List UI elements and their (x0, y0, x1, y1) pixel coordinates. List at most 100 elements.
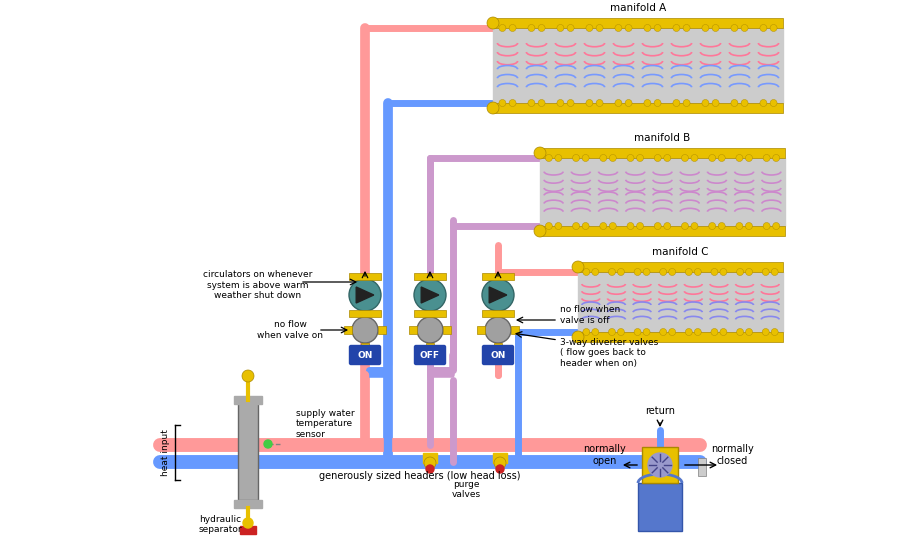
Circle shape (572, 155, 580, 162)
Circle shape (567, 100, 574, 107)
Circle shape (485, 317, 511, 343)
Circle shape (643, 328, 650, 336)
Circle shape (745, 155, 752, 162)
Circle shape (528, 25, 535, 31)
Circle shape (683, 100, 690, 107)
Circle shape (636, 155, 644, 162)
Circle shape (636, 223, 644, 229)
Circle shape (660, 268, 667, 276)
Circle shape (494, 457, 506, 469)
Circle shape (528, 100, 535, 107)
Circle shape (712, 25, 719, 31)
Circle shape (538, 25, 545, 31)
Circle shape (583, 268, 590, 276)
Circle shape (609, 223, 617, 229)
Circle shape (414, 279, 446, 311)
Circle shape (586, 25, 593, 31)
Bar (414, 310, 446, 317)
Bar (234, 440, 262, 448)
Circle shape (557, 100, 564, 107)
Circle shape (599, 155, 607, 162)
Circle shape (608, 268, 616, 276)
Bar (423, 453, 437, 463)
Polygon shape (421, 287, 439, 303)
Circle shape (708, 155, 716, 162)
Circle shape (557, 25, 564, 31)
Text: circulators on whenever
system is above warm
weather shut down: circulators on whenever system is above … (203, 270, 312, 300)
Circle shape (762, 328, 770, 336)
Circle shape (773, 223, 779, 229)
Circle shape (731, 25, 738, 31)
Polygon shape (356, 287, 374, 303)
Circle shape (352, 317, 378, 343)
Circle shape (582, 155, 590, 162)
Bar (540, 226, 785, 236)
Circle shape (596, 100, 603, 107)
Circle shape (545, 223, 553, 229)
Circle shape (773, 155, 779, 162)
Circle shape (242, 370, 254, 382)
Text: manifold A: manifold A (610, 3, 666, 13)
Circle shape (643, 268, 650, 276)
Circle shape (349, 279, 381, 311)
Circle shape (664, 155, 670, 162)
Circle shape (654, 223, 662, 229)
Circle shape (691, 223, 698, 229)
Circle shape (718, 223, 725, 229)
Bar (698, 458, 706, 476)
Circle shape (426, 465, 434, 473)
Bar (578, 332, 783, 342)
Circle shape (509, 25, 516, 31)
Text: return: return (645, 406, 675, 416)
Circle shape (608, 328, 616, 336)
Circle shape (685, 268, 692, 276)
Circle shape (691, 155, 698, 162)
Circle shape (745, 268, 752, 276)
Circle shape (654, 155, 662, 162)
Text: ON: ON (357, 350, 373, 360)
Circle shape (615, 25, 622, 31)
Circle shape (736, 328, 743, 336)
Circle shape (499, 100, 506, 107)
Circle shape (685, 328, 692, 336)
Text: manifold B: manifold B (634, 133, 690, 143)
Text: heat input: heat input (160, 430, 169, 476)
Circle shape (736, 155, 742, 162)
Circle shape (617, 328, 625, 336)
Circle shape (771, 268, 778, 276)
Polygon shape (490, 287, 507, 303)
Circle shape (711, 328, 718, 336)
Circle shape (762, 268, 770, 276)
Circle shape (673, 100, 680, 107)
Bar (349, 273, 381, 280)
Text: supply water
temperature
sensor: supply water temperature sensor (296, 409, 355, 439)
Circle shape (626, 25, 632, 31)
Circle shape (243, 518, 253, 528)
Circle shape (683, 25, 690, 31)
Bar (493, 103, 783, 113)
Circle shape (664, 223, 670, 229)
Circle shape (669, 268, 676, 276)
Bar (414, 273, 446, 280)
Circle shape (654, 100, 662, 107)
Bar (361, 343, 369, 351)
Circle shape (731, 100, 738, 107)
Circle shape (648, 453, 672, 477)
Circle shape (626, 100, 632, 107)
Circle shape (572, 331, 584, 343)
Circle shape (763, 155, 770, 162)
Circle shape (487, 102, 499, 114)
Bar (240, 526, 256, 534)
Circle shape (702, 25, 709, 31)
Circle shape (617, 268, 625, 276)
Circle shape (509, 100, 516, 107)
Text: normally
open: normally open (583, 444, 626, 466)
Circle shape (627, 155, 634, 162)
Circle shape (736, 223, 742, 229)
Bar (443, 326, 451, 334)
Text: generously sized headers (low head loss): generously sized headers (low head loss) (320, 471, 521, 481)
Circle shape (634, 268, 641, 276)
Bar (409, 326, 417, 334)
Circle shape (496, 465, 504, 473)
Circle shape (487, 17, 499, 29)
